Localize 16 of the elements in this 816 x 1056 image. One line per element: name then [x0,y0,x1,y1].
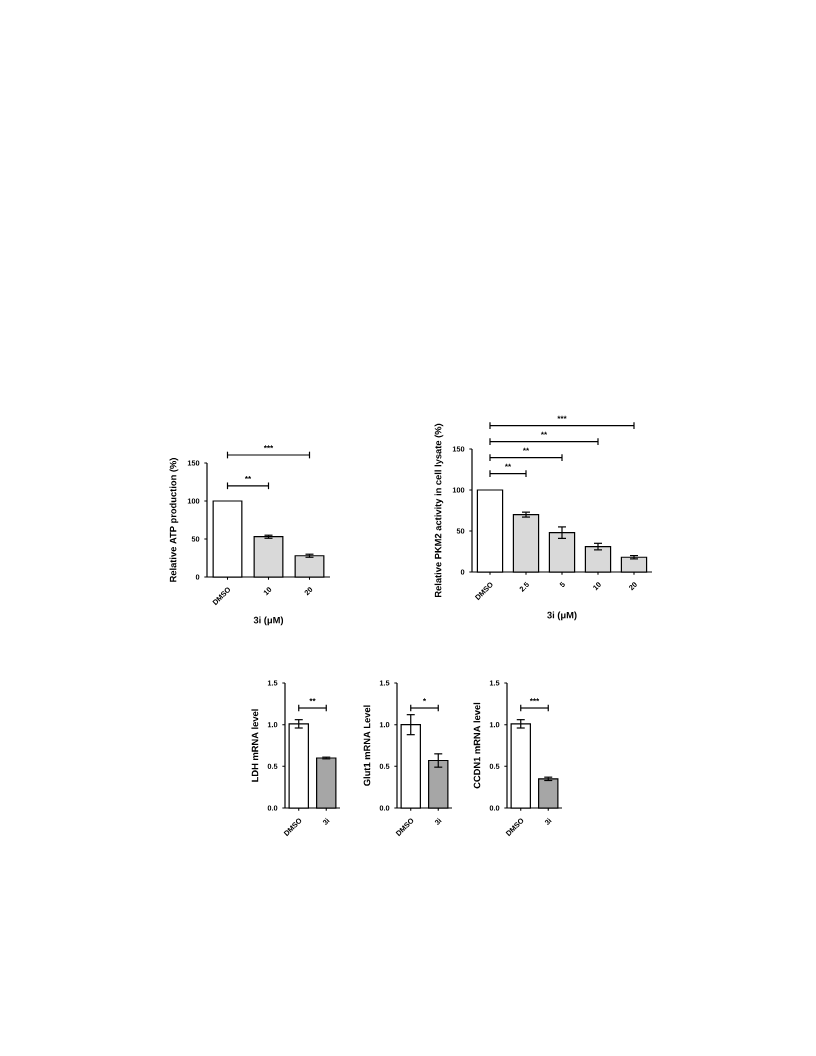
annotation: ** [504,463,512,467]
annotation: ** [244,476,252,480]
y-axis-title: LDH mRNA level [251,709,259,782]
annotation: ** [522,447,530,451]
y-axis-title: CCDN1 mRNA level [473,702,481,789]
annotation: ** [309,698,316,702]
y-axis-title: Relative ATP production (%) [169,458,179,582]
y-axis-title: Glut1 mRNA Level [363,705,371,786]
text: ** [540,431,548,435]
y-axis-title: Relative PKM2 activity in cell lysate (%) [434,423,444,598]
x-axis-title: 3i (μM) [253,616,284,626]
annotation: * [422,698,427,702]
annotation: *** [529,698,540,702]
text: *** [263,445,274,449]
text: *** [557,415,567,419]
x-axis-title: 3i (μM) [547,611,577,621]
